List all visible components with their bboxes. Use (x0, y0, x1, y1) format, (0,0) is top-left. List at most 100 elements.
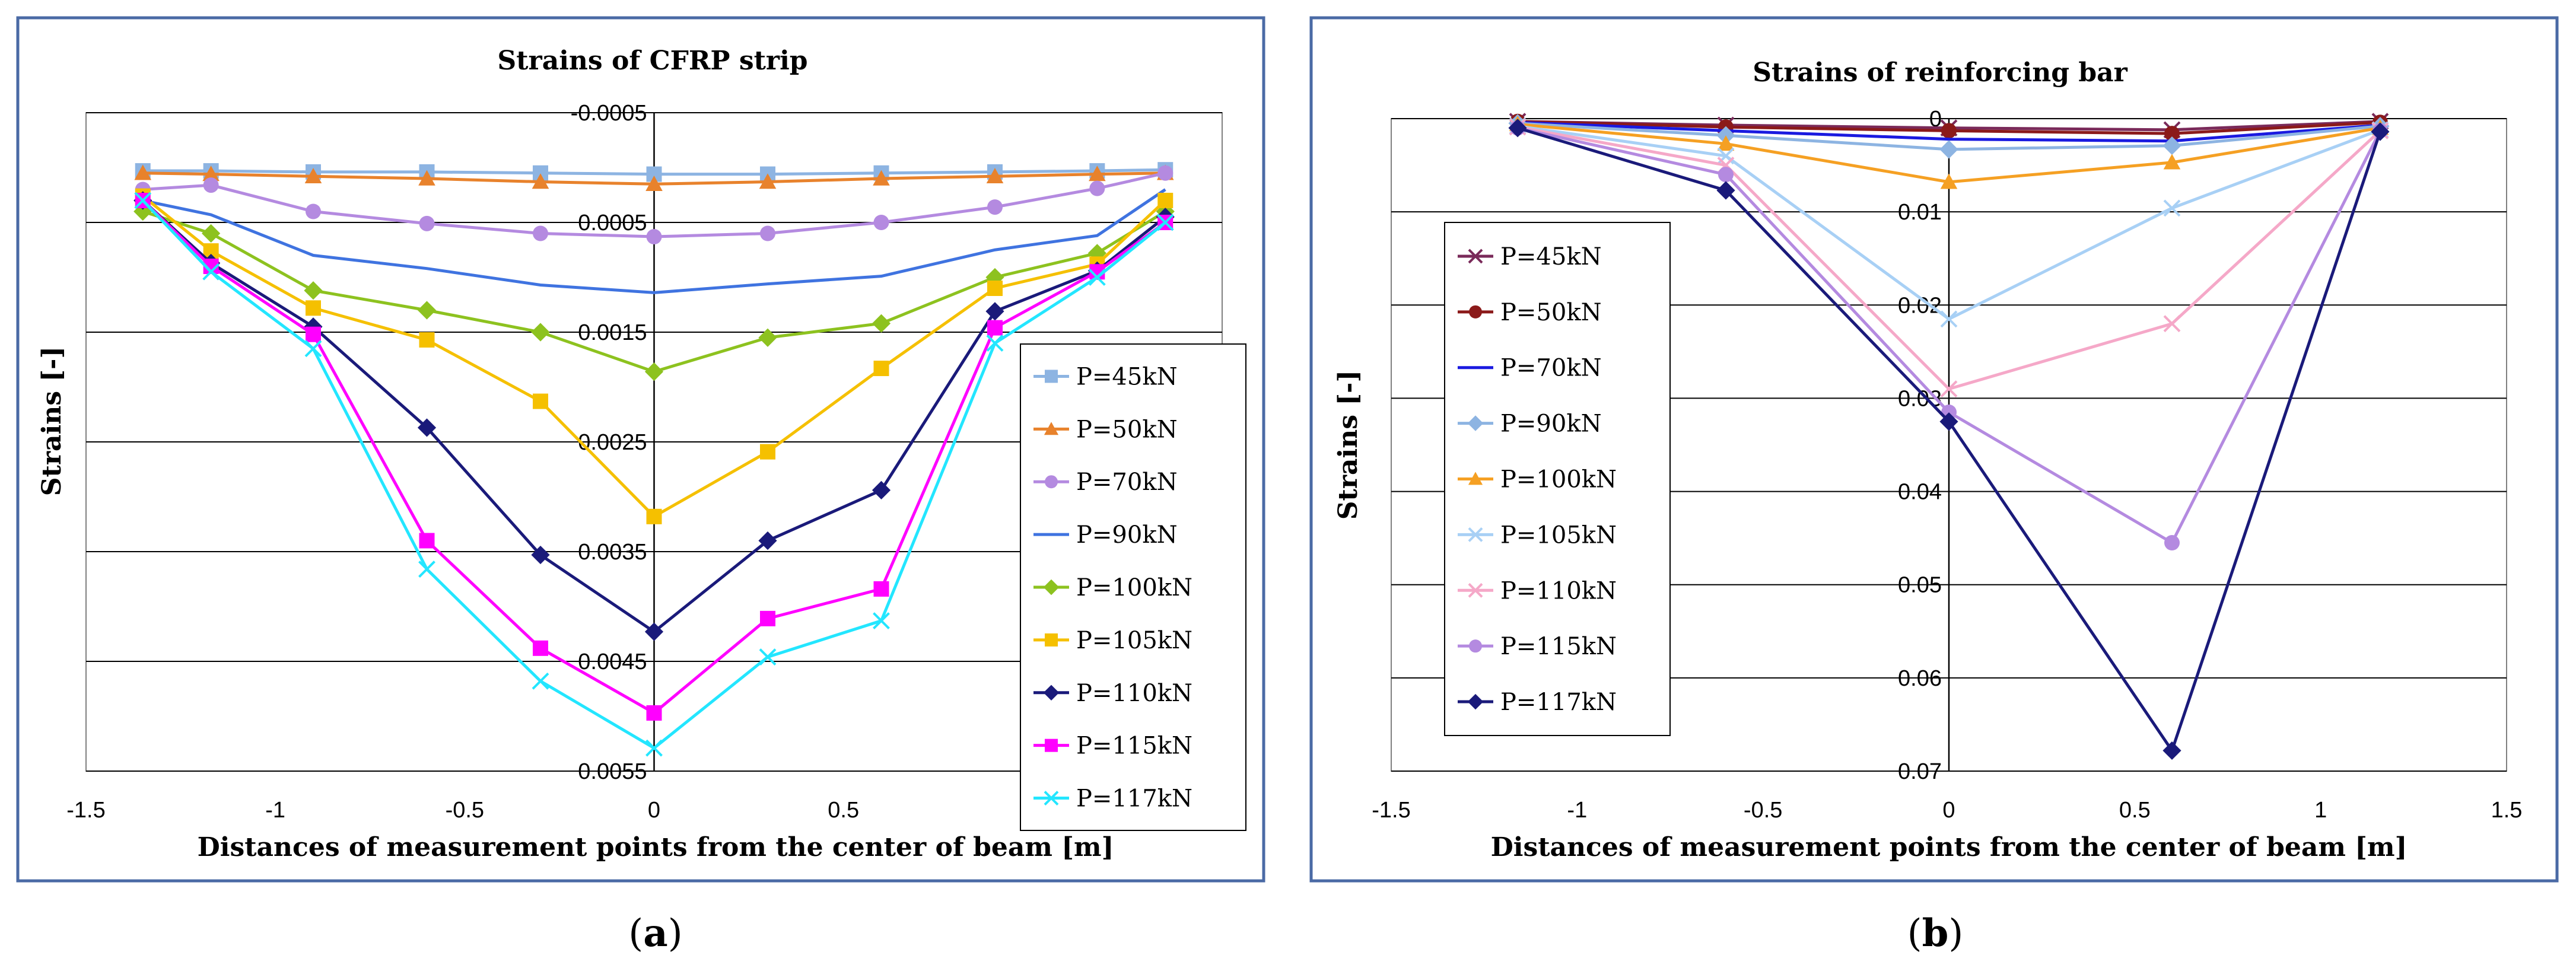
chart-b-plot-area: 00.010.020.030.040.050.060.07-1.5 -1 -0.5 0… (1372, 107, 2522, 823)
data-point (873, 361, 889, 377)
legend-label: P=105kN (1076, 627, 1192, 654)
data-point (873, 612, 890, 629)
legend-label: P=117kN (1500, 689, 1617, 716)
data-point (1157, 193, 1173, 208)
x-tick-label: 0 (1942, 798, 1955, 823)
legend-entry: P=115kN (1033, 733, 1192, 760)
legend-marker (1468, 582, 1483, 598)
data-point (418, 170, 435, 186)
data-point (873, 581, 889, 597)
data-point (304, 340, 322, 358)
data-point (872, 480, 891, 499)
legend-marker (1468, 527, 1483, 542)
data-point (1940, 380, 1958, 398)
legend-entry: P=45kN (1033, 363, 1178, 390)
data-point (2162, 136, 2181, 155)
data-point (1718, 167, 1734, 183)
legend-label: P=110kN (1076, 680, 1192, 707)
legend: P=45kN P=50kN P=70kN P=90kN P=100kN P=105kN P=… (1020, 343, 1246, 831)
chart-a-plot-area: -0.00050.00050.00150.00250.00350.00450.0… (66, 101, 1246, 831)
data-point (985, 302, 1004, 321)
data-point (533, 640, 548, 656)
data-point (646, 508, 662, 524)
y-tick-label: 0.0015 (578, 320, 647, 345)
data-point (2163, 154, 2181, 170)
data-point (1508, 119, 1527, 138)
legend-entry: P=50kN (1458, 299, 1602, 326)
series-P=115kN (135, 193, 1173, 721)
data-point (419, 215, 435, 231)
x-tick-label: -1.5 (66, 798, 105, 823)
legend-marker (1468, 249, 1483, 264)
chart-b: Strains of reinforcing bar 00.010.020.03… (1309, 16, 2559, 883)
data-point (203, 177, 219, 193)
chart-b-y-axis-label: Strains [-] (1333, 370, 1363, 520)
legend-entry: P=105kN (1458, 521, 1617, 549)
legend-marker (1045, 370, 1058, 383)
data-point (306, 300, 321, 316)
legend: P=45kN P=50kN P=70kN P=90kN P=100kN P=105kN P=… (1444, 222, 1671, 736)
y-tick-label: 0.0005 (578, 211, 647, 235)
legend-marker (1469, 305, 1482, 319)
data-point (531, 323, 550, 342)
y-tick-label: 0.06 (1898, 666, 1942, 691)
legend-entry: P=50kN (1033, 416, 1178, 443)
series-P=105kN (135, 188, 1173, 524)
data-point (1940, 173, 1958, 189)
data-point (134, 164, 152, 180)
series-P=100kN (133, 202, 1175, 381)
legend-marker (1045, 633, 1058, 647)
legend-label: P=110kN (1500, 577, 1617, 604)
legend-label: P=100kN (1076, 574, 1192, 601)
legend-marker (1045, 475, 1058, 489)
legend-entry: P=115kN (1458, 633, 1617, 660)
data-point (1941, 123, 1957, 139)
data-point (1089, 180, 1105, 196)
data-point (419, 332, 435, 348)
series-line (142, 188, 1166, 294)
data-point (304, 281, 323, 300)
legend-entry: P=90kN (1033, 521, 1178, 549)
legend-label: P=70kN (1500, 355, 1602, 382)
data-point (418, 561, 435, 578)
legend-marker (1043, 579, 1060, 596)
y-tick-label: 0.07 (1898, 759, 1942, 784)
data-point (304, 168, 322, 183)
chart-a: Strains of CFRP strip -0.0005 0.0005 0.001… (16, 16, 1265, 883)
series-P=117kN (1508, 119, 2390, 760)
data-point (306, 326, 321, 342)
chart-b-title: Strains of reinforcing bar (1753, 58, 2127, 88)
data-point (202, 224, 221, 243)
caption-b: (b) (1907, 911, 1964, 956)
legend-label: P=90kN (1500, 410, 1602, 438)
data-point (2164, 126, 2180, 142)
data-point (202, 263, 220, 281)
legend-marker (1043, 685, 1060, 701)
legend-label: P=100kN (1500, 466, 1617, 494)
series-P=90kN (1508, 114, 2390, 159)
x-tick-label: -1 (265, 798, 285, 823)
legend-marker (1044, 791, 1059, 806)
legend-label: P=50kN (1076, 416, 1178, 443)
chart-b-x-axis-label: Distances of measurement points from the… (1491, 832, 2408, 862)
legend-marker (1467, 415, 1484, 431)
data-point (986, 335, 1004, 352)
legend-label: P=70kN (1076, 469, 1178, 496)
data-point (1716, 181, 1735, 200)
chart-a-x-axis-label: Distances of measurement points from the… (198, 832, 1114, 862)
series-P=117kN (134, 192, 1174, 757)
y-tick-label: 0.01 (1898, 200, 1942, 225)
legend-entry: P=70kN (1033, 469, 1178, 496)
legend-marker (1469, 639, 1482, 653)
legend-entry: P=100kN (1033, 574, 1192, 601)
legend-entry: P=45kN (1458, 243, 1602, 270)
data-point (2162, 741, 2181, 760)
data-point (759, 648, 777, 666)
data-point (1939, 140, 1958, 159)
x-tick-label: 0.5 (2119, 798, 2151, 823)
data-point (645, 175, 663, 191)
data-point (644, 622, 664, 641)
series-line (1517, 120, 2381, 143)
data-point (758, 328, 777, 347)
data-point (2371, 122, 2390, 141)
